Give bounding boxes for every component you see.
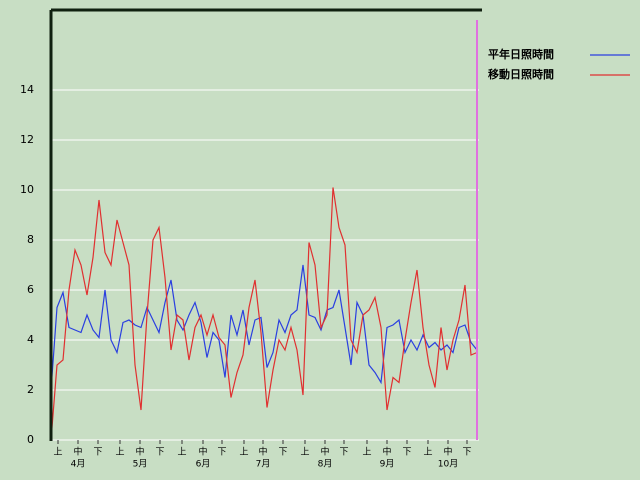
y-tick-label: 14 <box>20 83 34 96</box>
y-tick-label: 10 <box>20 183 34 196</box>
y-tick-label: 0 <box>27 433 34 446</box>
x-tick-label: 上 <box>115 447 124 458</box>
month-label: 7月 <box>256 459 271 470</box>
x-tick-label: 上 <box>423 447 432 458</box>
series-line <box>50 187 478 441</box>
x-tick-label: 上 <box>177 447 186 458</box>
x-tick-label: 下 <box>402 448 411 458</box>
legend-label: 平年日照時間 <box>488 47 554 61</box>
series-line <box>50 264 478 391</box>
x-tick-label: 下 <box>217 448 226 458</box>
x-tick-label: 下 <box>155 448 164 458</box>
legend-label: 移動日照時間 <box>488 67 554 81</box>
plot-area <box>50 89 479 441</box>
x-tick-label: 上 <box>53 447 62 458</box>
x-tick-label: 上 <box>300 447 309 458</box>
x-tick-label: 上 <box>239 447 248 458</box>
x-tick-label: 上 <box>362 447 371 458</box>
y-tick-label: 2 <box>27 383 34 396</box>
month-label: 10月 <box>438 459 458 470</box>
month-label: 6月 <box>196 459 211 470</box>
month-label: 8月 <box>318 459 333 470</box>
x-tick-label: 中 <box>73 446 82 458</box>
x-tick-label: 中 <box>198 446 207 458</box>
x-tick-label: 下 <box>278 448 287 458</box>
x-tick-label: 中 <box>135 446 144 458</box>
y-tick-label: 8 <box>27 233 34 246</box>
y-tick-label: 4 <box>27 333 34 346</box>
y-tick-label: 12 <box>20 133 34 146</box>
month-label: 4月 <box>71 459 86 470</box>
x-tick-label: 中 <box>382 446 391 458</box>
month-label: 9月 <box>380 459 395 470</box>
x-tick-label: 下 <box>462 448 471 458</box>
x-tick-label: 中 <box>443 446 452 458</box>
x-tick-label: 下 <box>339 448 348 458</box>
x-tick-label: 中 <box>258 446 267 458</box>
month-label: 5月 <box>133 459 148 470</box>
x-tick-label: 下 <box>93 448 102 458</box>
y-tick-label: 6 <box>27 283 34 296</box>
x-tick-label: 中 <box>320 446 329 458</box>
